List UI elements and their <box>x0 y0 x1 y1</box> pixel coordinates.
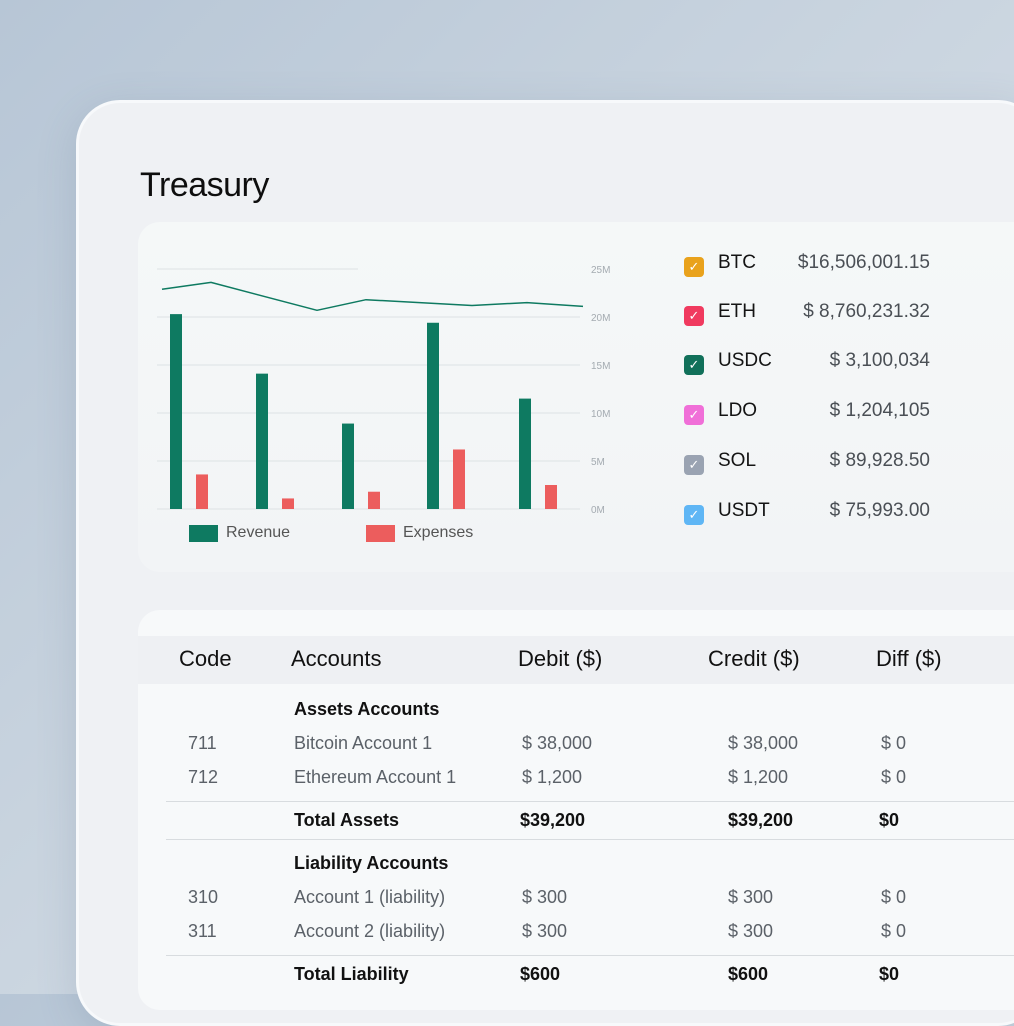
asset-value: $ 1,204,105 <box>829 400 930 421</box>
revenue-bar <box>427 322 439 509</box>
y-tick-label: 25M <box>591 265 610 276</box>
check-icon[interactable]: ✓ <box>684 455 704 475</box>
row-divider <box>166 839 1014 840</box>
asset-row-usdt[interactable]: ✓ USDT $ 75,993.00 <box>684 498 934 528</box>
row-code: 310 <box>188 887 219 907</box>
asset-name: SOL <box>718 450 757 471</box>
asset-value: $16,506,001.15 <box>797 252 930 273</box>
total-credit: $600 <box>728 964 769 984</box>
section-title-assets: Assets Accounts <box>294 699 440 719</box>
total-debit: $600 <box>520 964 561 984</box>
asset-row-ldo[interactable]: ✓ LDO $ 1,204,105 <box>684 398 934 428</box>
legend-swatch-expenses <box>366 524 395 542</box>
asset-name: ETH <box>718 301 756 322</box>
trend-line <box>161 281 584 312</box>
revenue-bar <box>170 314 182 509</box>
chart-card <box>138 222 1014 572</box>
asset-row-btc[interactable]: ✓ BTC $16,506,001.15 <box>684 250 934 280</box>
expenses-bar <box>453 449 465 509</box>
check-icon[interactable]: ✓ <box>684 355 704 375</box>
check-icon[interactable]: ✓ <box>684 257 704 277</box>
row-credit: $ 300 <box>728 887 774 907</box>
y-tick-label: 5M <box>591 457 605 468</box>
row-divider <box>166 955 1014 956</box>
asset-row-eth[interactable]: ✓ ETH $ 8,760,231.32 <box>684 299 934 329</box>
row-credit: $ 38,000 <box>728 733 799 753</box>
asset-row-sol[interactable]: ✓ SOL $ 89,928.50 <box>684 448 934 478</box>
asset-value: $ 89,928.50 <box>829 450 930 471</box>
expenses-bar <box>545 485 557 509</box>
y-tick-label: 15M <box>591 361 610 372</box>
total-debit: $39,200 <box>520 810 586 830</box>
check-icon[interactable]: ✓ <box>684 306 704 326</box>
column-header-debit[interactable]: Debit ($) <box>518 646 603 671</box>
revenue-bar <box>342 423 354 509</box>
asset-row-usdc[interactable]: ✓ USDC $ 3,100,034 <box>684 348 934 378</box>
row-debit: $ 38,000 <box>522 733 593 753</box>
total-label: Total Assets <box>294 810 400 830</box>
asset-name: BTC <box>718 252 756 273</box>
asset-name: LDO <box>718 400 758 421</box>
row-account: Account 1 (liability) <box>294 887 446 907</box>
row-account: Ethereum Account 1 <box>294 767 457 787</box>
table-header: Code Accounts Debit ($) Credit ($) Diff … <box>138 636 1014 684</box>
column-header-diff[interactable]: Diff ($) <box>876 646 942 671</box>
row-account: Account 2 (liability) <box>294 921 446 941</box>
row-diff: $ 0 <box>881 733 907 753</box>
total-credit: $39,200 <box>728 810 794 830</box>
check-icon[interactable]: ✓ <box>684 505 704 525</box>
check-icon[interactable]: ✓ <box>684 405 704 425</box>
revenue-bar <box>519 398 531 509</box>
revenue-bar <box>256 373 268 509</box>
total-diff: $0 <box>879 964 900 984</box>
row-diff: $ 0 <box>881 767 907 787</box>
asset-value: $ 8,760,231.32 <box>803 301 930 322</box>
legend-label-revenue: Revenue <box>226 524 291 541</box>
row-code: 711 <box>188 733 217 753</box>
row-diff: $ 0 <box>881 921 907 941</box>
legend-item-expenses[interactable]: Expenses <box>366 524 473 542</box>
y-tick-label: 0M <box>591 505 605 516</box>
row-diff: $ 0 <box>881 887 907 907</box>
y-tick-label: 20M <box>591 313 610 324</box>
column-header-code[interactable]: Code <box>179 646 232 671</box>
total-label: Total Liability <box>294 964 409 984</box>
section-title-liability: Liability Accounts <box>294 853 449 873</box>
page-title: Treasury <box>140 166 269 204</box>
row-credit: $ 300 <box>728 921 774 941</box>
row-debit: $ 300 <box>522 921 568 941</box>
asset-name: USDT <box>718 500 770 521</box>
column-header-credit[interactable]: Credit ($) <box>708 646 800 671</box>
row-divider <box>166 801 1014 802</box>
y-tick-label: 10M <box>591 409 610 420</box>
expenses-bar <box>196 474 208 509</box>
total-diff: $0 <box>879 810 900 830</box>
legend-label-expenses: Expenses <box>403 524 474 541</box>
row-debit: $ 1,200 <box>522 767 583 787</box>
expenses-bar <box>368 491 380 509</box>
row-debit: $ 300 <box>522 887 568 907</box>
row-credit: $ 1,200 <box>728 767 789 787</box>
legend-swatch-revenue <box>189 524 218 542</box>
column-header-accounts[interactable]: Accounts <box>291 646 382 671</box>
row-code: 311 <box>188 921 217 941</box>
expenses-bar <box>282 498 294 509</box>
row-code: 712 <box>188 767 219 787</box>
row-account: Bitcoin Account 1 <box>294 733 433 753</box>
asset-value: $ 75,993.00 <box>829 500 930 521</box>
asset-value: $ 3,100,034 <box>829 350 930 371</box>
revenue-expenses-chart: 25M 20M 15M 10M 5M 0M <box>157 265 610 516</box>
legend-item-revenue[interactable]: Revenue <box>189 524 290 542</box>
asset-name: USDC <box>718 350 772 371</box>
